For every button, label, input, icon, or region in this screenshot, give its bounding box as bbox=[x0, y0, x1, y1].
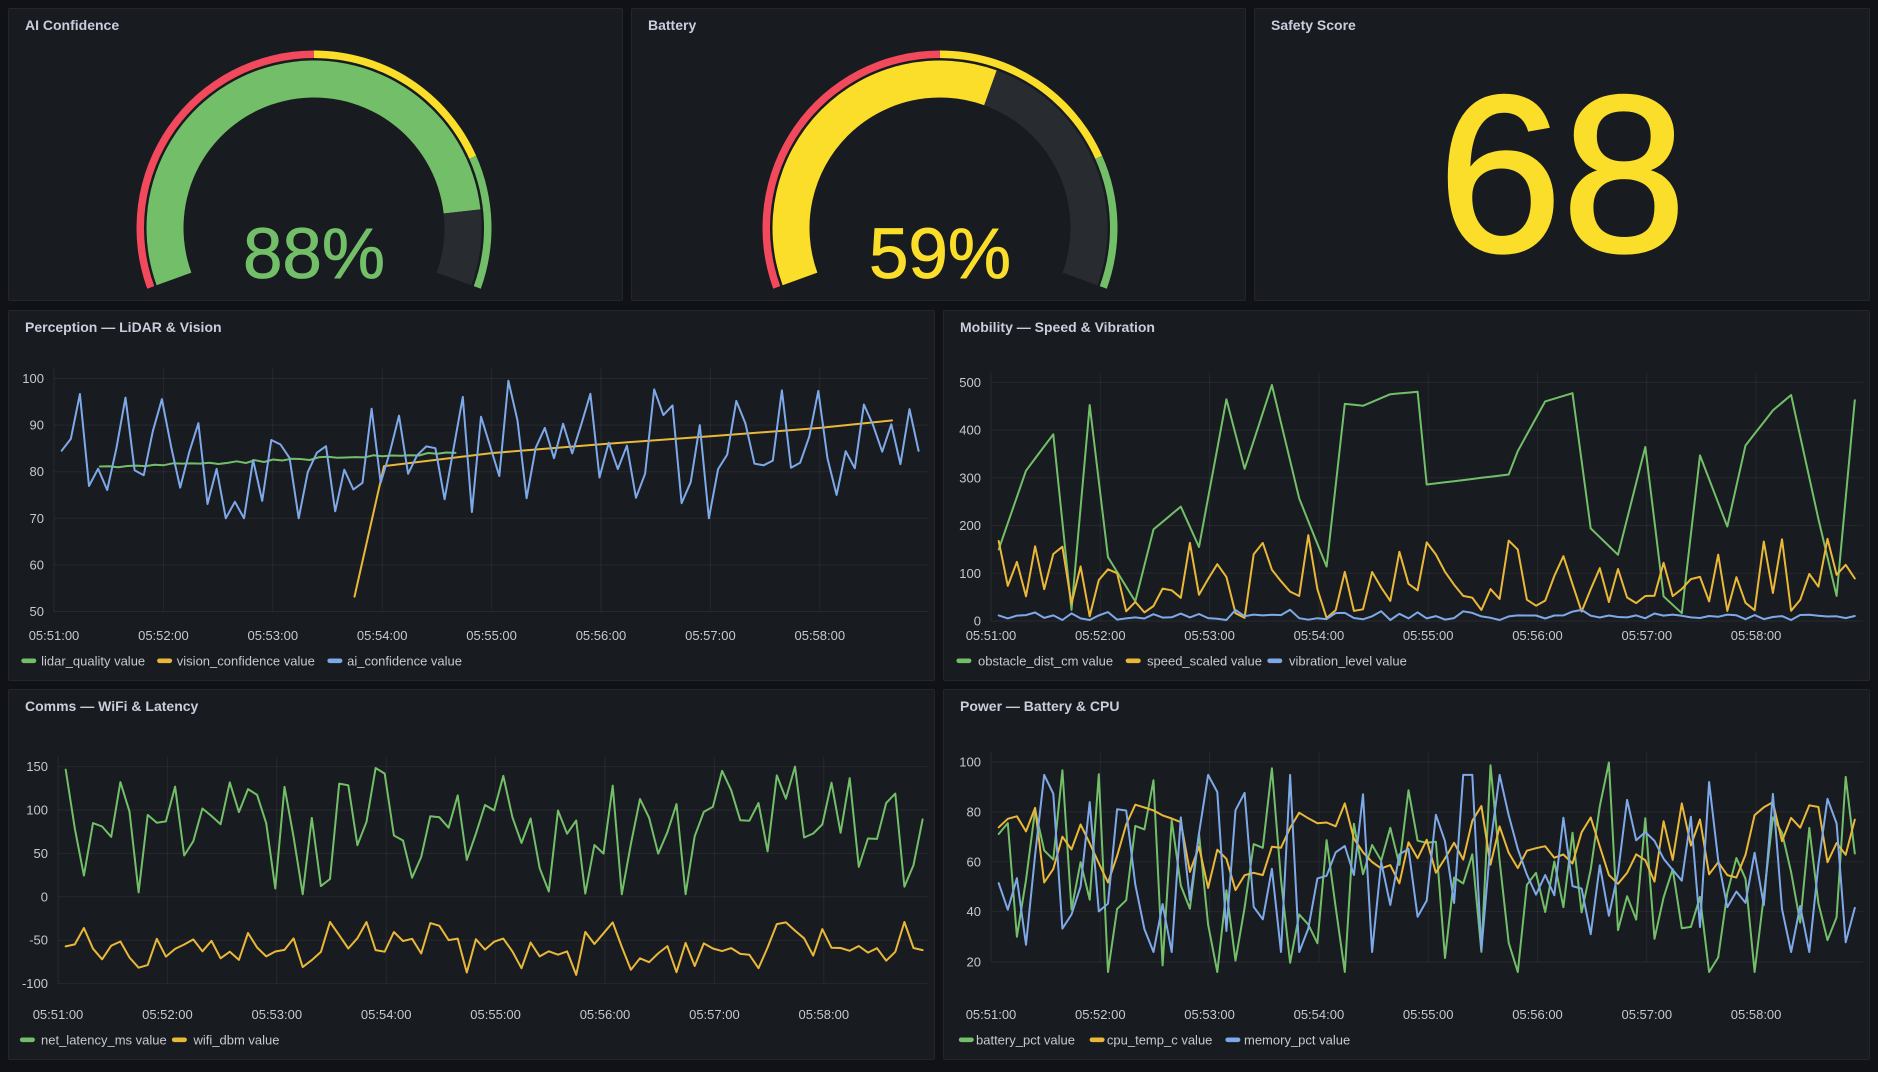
svg-text:50: 50 bbox=[34, 846, 48, 861]
svg-text:60: 60 bbox=[30, 557, 44, 572]
svg-text:vibration_level value: vibration_level value bbox=[1289, 654, 1407, 669]
svg-text:0: 0 bbox=[974, 614, 981, 629]
svg-text:300: 300 bbox=[959, 470, 981, 485]
svg-text:05:52:00: 05:52:00 bbox=[138, 628, 189, 643]
svg-text:05:53:00: 05:53:00 bbox=[247, 628, 298, 643]
svg-text:-50: -50 bbox=[29, 933, 48, 948]
svg-text:05:51:00: 05:51:00 bbox=[29, 628, 80, 643]
svg-text:100: 100 bbox=[22, 371, 44, 386]
svg-text:vision_confidence value: vision_confidence value bbox=[177, 654, 315, 669]
svg-text:40: 40 bbox=[967, 904, 981, 919]
svg-text:05:54:00: 05:54:00 bbox=[357, 628, 408, 643]
svg-text:05:54:00: 05:54:00 bbox=[1294, 628, 1345, 643]
svg-text:59%: 59% bbox=[869, 215, 1011, 294]
svg-text:05:56:00: 05:56:00 bbox=[580, 1007, 631, 1022]
svg-text:speed_scaled value: speed_scaled value bbox=[1147, 654, 1262, 669]
svg-text:ai_confidence value: ai_confidence value bbox=[347, 654, 462, 669]
svg-text:05:55:00: 05:55:00 bbox=[466, 628, 517, 643]
svg-text:100: 100 bbox=[26, 803, 48, 818]
svg-text:05:58:00: 05:58:00 bbox=[1731, 1007, 1782, 1022]
svg-text:05:57:00: 05:57:00 bbox=[1621, 1007, 1672, 1022]
svg-text:lidar_quality value: lidar_quality value bbox=[41, 654, 145, 669]
svg-text:05:55:00: 05:55:00 bbox=[1403, 628, 1454, 643]
svg-text:05:54:00: 05:54:00 bbox=[1294, 1007, 1345, 1022]
svg-text:80: 80 bbox=[30, 464, 44, 479]
svg-text:obstacle_dist_cm value: obstacle_dist_cm value bbox=[978, 654, 1113, 669]
svg-text:-100: -100 bbox=[22, 976, 48, 991]
svg-text:05:53:00: 05:53:00 bbox=[251, 1007, 302, 1022]
svg-text:05:54:00: 05:54:00 bbox=[361, 1007, 412, 1022]
svg-text:05:51:00: 05:51:00 bbox=[966, 1007, 1017, 1022]
svg-text:05:52:00: 05:52:00 bbox=[1075, 1007, 1126, 1022]
svg-text:90: 90 bbox=[30, 418, 44, 433]
svg-text:05:53:00: 05:53:00 bbox=[1184, 628, 1235, 643]
svg-text:0: 0 bbox=[41, 889, 48, 904]
svg-text:05:51:00: 05:51:00 bbox=[33, 1007, 84, 1022]
svg-text:05:57:00: 05:57:00 bbox=[1621, 628, 1672, 643]
svg-text:400: 400 bbox=[959, 423, 981, 438]
svg-text:05:51:00: 05:51:00 bbox=[966, 628, 1017, 643]
svg-text:05:56:00: 05:56:00 bbox=[1512, 1007, 1563, 1022]
svg-text:05:58:00: 05:58:00 bbox=[798, 1007, 849, 1022]
svg-text:88%: 88% bbox=[243, 215, 385, 294]
svg-text:battery_pct value: battery_pct value bbox=[976, 1033, 1075, 1048]
svg-text:20: 20 bbox=[967, 955, 981, 970]
svg-text:70: 70 bbox=[30, 511, 44, 526]
svg-text:cpu_temp_c value: cpu_temp_c value bbox=[1107, 1033, 1213, 1048]
svg-text:05:58:00: 05:58:00 bbox=[1731, 628, 1782, 643]
svg-text:05:52:00: 05:52:00 bbox=[142, 1007, 193, 1022]
svg-text:100: 100 bbox=[959, 566, 981, 581]
svg-text:05:55:00: 05:55:00 bbox=[470, 1007, 521, 1022]
svg-text:wifi_dbm value: wifi_dbm value bbox=[193, 1033, 280, 1048]
svg-text:05:57:00: 05:57:00 bbox=[689, 1007, 740, 1022]
svg-text:05:56:00: 05:56:00 bbox=[576, 628, 627, 643]
svg-text:05:53:00: 05:53:00 bbox=[1184, 1007, 1235, 1022]
svg-text:05:52:00: 05:52:00 bbox=[1075, 628, 1126, 643]
svg-text:05:57:00: 05:57:00 bbox=[685, 628, 736, 643]
svg-text:05:58:00: 05:58:00 bbox=[794, 628, 845, 643]
svg-text:100: 100 bbox=[959, 755, 981, 770]
svg-text:60: 60 bbox=[967, 854, 981, 869]
svg-text:150: 150 bbox=[26, 759, 48, 774]
svg-text:50: 50 bbox=[30, 604, 44, 619]
svg-text:05:55:00: 05:55:00 bbox=[1403, 1007, 1454, 1022]
svg-text:500: 500 bbox=[959, 375, 981, 390]
svg-text:net_latency_ms value: net_latency_ms value bbox=[41, 1033, 167, 1048]
svg-text:memory_pct value: memory_pct value bbox=[1244, 1033, 1350, 1048]
svg-text:200: 200 bbox=[959, 518, 981, 533]
svg-text:05:56:00: 05:56:00 bbox=[1512, 628, 1563, 643]
svg-text:80: 80 bbox=[967, 804, 981, 819]
